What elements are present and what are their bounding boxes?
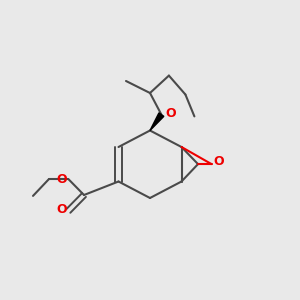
- Text: O: O: [165, 106, 176, 120]
- Text: O: O: [214, 154, 224, 168]
- Text: O: O: [56, 172, 67, 186]
- Polygon shape: [150, 113, 164, 130]
- Text: O: O: [56, 203, 67, 216]
